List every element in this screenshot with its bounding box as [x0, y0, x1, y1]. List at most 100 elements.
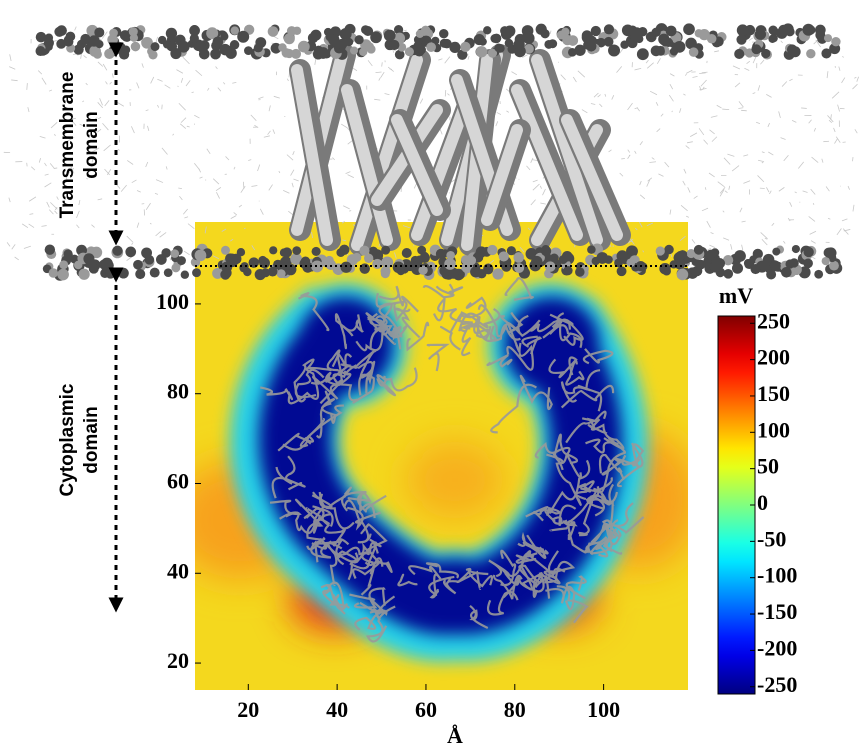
lipid-tail — [147, 125, 150, 131]
head-group — [364, 253, 374, 263]
backbone — [490, 383, 537, 434]
lipid-tail — [738, 107, 744, 109]
lipid-tail — [496, 112, 502, 115]
head-group — [192, 268, 202, 278]
head-group — [130, 41, 141, 52]
lipid-tail — [273, 95, 280, 99]
head-group — [821, 256, 830, 266]
head-group — [220, 32, 229, 41]
head-group — [283, 33, 295, 45]
lipid-tail — [257, 164, 261, 172]
head-group — [535, 23, 547, 35]
lipid-tail — [136, 222, 140, 228]
backbone — [365, 605, 396, 643]
lipid-tail — [165, 166, 168, 170]
lipid-tail — [99, 98, 103, 106]
head-group — [149, 267, 160, 278]
lipid-tail — [658, 173, 664, 177]
head-group — [415, 29, 424, 38]
lipid-tail — [780, 137, 786, 140]
colorbar — [717, 315, 756, 695]
backbone — [596, 437, 627, 494]
lipid-tail — [267, 130, 271, 135]
head-group — [514, 263, 525, 273]
lipid-tail — [671, 110, 673, 113]
lipid-tail — [345, 171, 351, 174]
head-group — [368, 246, 379, 257]
backbone — [378, 285, 405, 318]
head-group — [439, 38, 449, 48]
helix-shine — [561, 114, 623, 241]
head-group — [125, 246, 137, 258]
lipid-tail — [74, 26, 77, 31]
head-group — [446, 251, 455, 260]
head-group — [435, 248, 447, 260]
lipid-tail — [519, 246, 525, 253]
lipid-tail — [789, 78, 793, 82]
lipid-tail — [447, 93, 450, 96]
lipid-tail — [195, 69, 203, 77]
head-group — [273, 259, 283, 270]
lipid-tail — [757, 175, 765, 183]
lipid-tail — [843, 229, 851, 232]
head-group — [513, 38, 525, 51]
head-group — [460, 41, 471, 52]
lipid-tail — [314, 57, 317, 65]
backbone — [525, 506, 549, 522]
backbone — [534, 441, 571, 459]
lipid-tail — [778, 187, 785, 192]
backbone — [462, 315, 492, 339]
lipid-tail — [835, 136, 841, 143]
lipid-tail — [230, 215, 237, 219]
lipid-tail — [103, 144, 111, 152]
membrane — [3, 23, 860, 281]
head-group — [350, 46, 359, 55]
head-group — [659, 263, 671, 275]
head-group — [212, 36, 224, 48]
head-group — [101, 257, 113, 270]
lipid-tail — [342, 239, 347, 242]
lipid-tail — [766, 94, 772, 98]
lipid-tail — [248, 159, 252, 161]
lipid-tail — [761, 239, 768, 246]
head-group — [340, 261, 352, 273]
lipid-tail — [549, 30, 552, 34]
head-group — [141, 36, 153, 49]
head-group — [562, 34, 573, 46]
lipid-tail — [155, 231, 161, 237]
x-tick-label: 100 — [587, 697, 620, 722]
lipid-tail — [161, 147, 168, 155]
lipid-tail — [711, 136, 718, 142]
lipid-tail — [145, 109, 149, 112]
lipid-tail — [686, 141, 693, 144]
backbone — [336, 550, 358, 581]
backbone — [577, 369, 603, 412]
head-group — [54, 26, 65, 37]
lipid-tail — [186, 125, 190, 128]
lipid-tail — [847, 185, 850, 190]
lipid-tail — [634, 227, 638, 231]
head-group — [59, 260, 69, 270]
head-group — [221, 261, 233, 273]
lipid-tail — [29, 213, 34, 215]
backbone — [549, 313, 584, 346]
head-group — [821, 48, 832, 59]
head-group — [475, 46, 488, 58]
lipid-tail — [131, 126, 135, 134]
head-group — [803, 258, 813, 269]
lipid-tail — [540, 202, 546, 205]
head-group — [736, 34, 747, 45]
lipid-tail — [660, 113, 664, 117]
head-group — [189, 33, 199, 44]
lipid-tail — [683, 93, 686, 96]
lipid-tail — [50, 202, 58, 210]
annotation-text: Cytoplasmic domain — [57, 383, 102, 496]
lipid-tail — [27, 107, 30, 113]
lipid-tail — [28, 196, 37, 202]
lipid-tail — [91, 224, 95, 228]
head-group — [665, 25, 677, 37]
backbone — [306, 538, 350, 551]
lipid-tail — [347, 174, 355, 179]
lipid-tail — [176, 69, 184, 74]
backbone — [517, 531, 546, 558]
